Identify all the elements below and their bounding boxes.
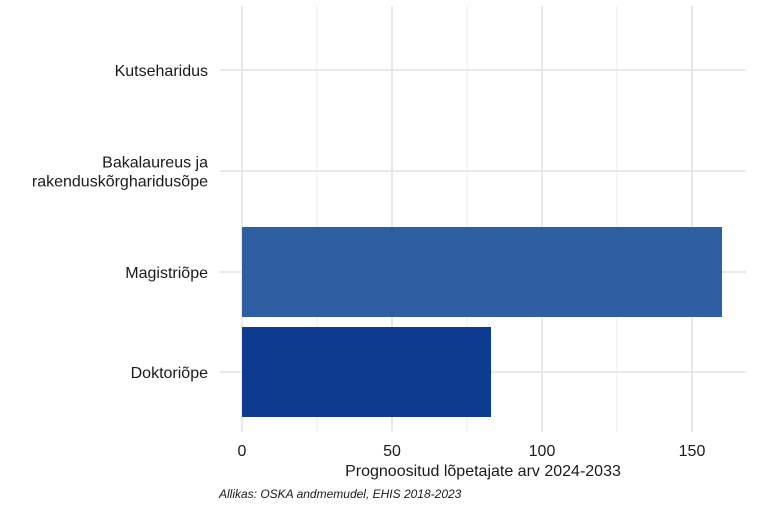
- x-tick-label: 150: [679, 443, 706, 460]
- x-tick-label: 100: [529, 443, 556, 460]
- source-caption: Allikas: OSKA andmemudel, EHIS 2018-2023: [219, 487, 462, 501]
- bar: [242, 327, 491, 417]
- bar: [242, 227, 722, 317]
- category-label: rakenduskõrgharidusõpe: [32, 174, 208, 191]
- category-labels: Kutseharidus Bakalaureus ja rakenduskõrgha…: [32, 63, 208, 382]
- category-label: Bakalaureus ja: [102, 155, 208, 172]
- category-label: Magistriõpe: [125, 265, 208, 282]
- bars: [242, 227, 722, 417]
- x-tick-label: 50: [383, 443, 401, 460]
- x-tick-labels: 0 50 100 150: [238, 443, 706, 460]
- category-label: Kutseharidus: [115, 63, 208, 80]
- x-tick-label: 0: [238, 443, 247, 460]
- x-axis-title: Prognoositud lõpetajate arv 2024-2033: [345, 463, 621, 480]
- category-label: Doktoriõpe: [131, 365, 208, 382]
